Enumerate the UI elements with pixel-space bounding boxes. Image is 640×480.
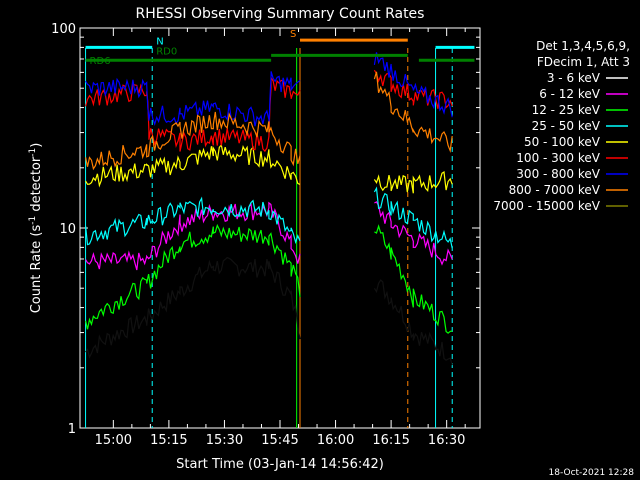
series-line	[373, 71, 453, 154]
legend-entry: 50 - 100 keV	[524, 135, 601, 149]
series-line	[373, 186, 453, 249]
annotation-label: N	[156, 36, 163, 47]
x-tick-label: 16:00	[317, 433, 354, 448]
annotations-layer: NRD0RD6S	[85, 29, 475, 67]
series-line	[374, 201, 453, 266]
series-line	[373, 52, 453, 118]
series-layer	[85, 52, 453, 366]
y-tick-label: 100	[51, 22, 76, 37]
series-line	[85, 71, 301, 128]
annotation-label: RD0	[156, 47, 177, 58]
chart-title: RHESSI Observing Summary Count Rates	[136, 6, 425, 22]
x-tick-label: 15:45	[261, 433, 298, 448]
legend-entry: 7000 - 15000 keV	[493, 199, 600, 213]
series-line	[85, 111, 301, 171]
x-tick-label: 16:15	[372, 433, 409, 448]
series-line	[85, 256, 301, 359]
series-line	[374, 224, 453, 334]
y-tick-label: 10	[59, 222, 76, 237]
legend-entry: 100 - 300 keV	[516, 151, 600, 165]
legend-entry: 6 - 12 keV	[539, 87, 601, 101]
footer-timestamp: 18-Oct-2021 12:28	[548, 468, 634, 478]
x-tick-label: 15:30	[206, 433, 243, 448]
y-axis-label: Count Rate (s-1 detector-1)	[28, 143, 44, 314]
annotation-label: S	[290, 29, 296, 40]
series-line	[373, 170, 453, 194]
legend-header: FDecim 1, Att 3	[537, 55, 630, 69]
series-line	[85, 196, 301, 246]
legend: Det 1,3,4,5,6,9, FDecim 1, Att 3 3 - 6 keV…	[493, 39, 630, 213]
plot-axes: 15:00 15:15 15:30 15:45 16:00 16:15 16:30 1 10 10…	[51, 22, 481, 448]
y-tick-label: 1	[68, 422, 76, 437]
overlay-lines	[85, 48, 453, 428]
series-line	[85, 143, 301, 188]
series-line	[373, 279, 453, 366]
legend-entry: 300 - 800 keV	[516, 167, 600, 181]
legend-header: Det 1,3,4,5,6,9,	[536, 39, 630, 53]
legend-entry: 25 - 50 keV	[532, 119, 601, 133]
legend-entry: 3 - 6 keV	[547, 71, 601, 85]
x-tick-label: 16:30	[428, 433, 465, 448]
legend-entry: 800 - 7000 keV	[509, 183, 601, 197]
series-line	[85, 75, 301, 153]
x-axis-label: Start Time (03-Jan-14 14:56:42)	[176, 457, 384, 472]
series-line	[85, 223, 301, 330]
x-tick-label: 15:00	[95, 433, 132, 448]
legend-entry: 12 - 25 keV	[532, 103, 601, 117]
x-tick-label: 15:15	[150, 433, 187, 448]
